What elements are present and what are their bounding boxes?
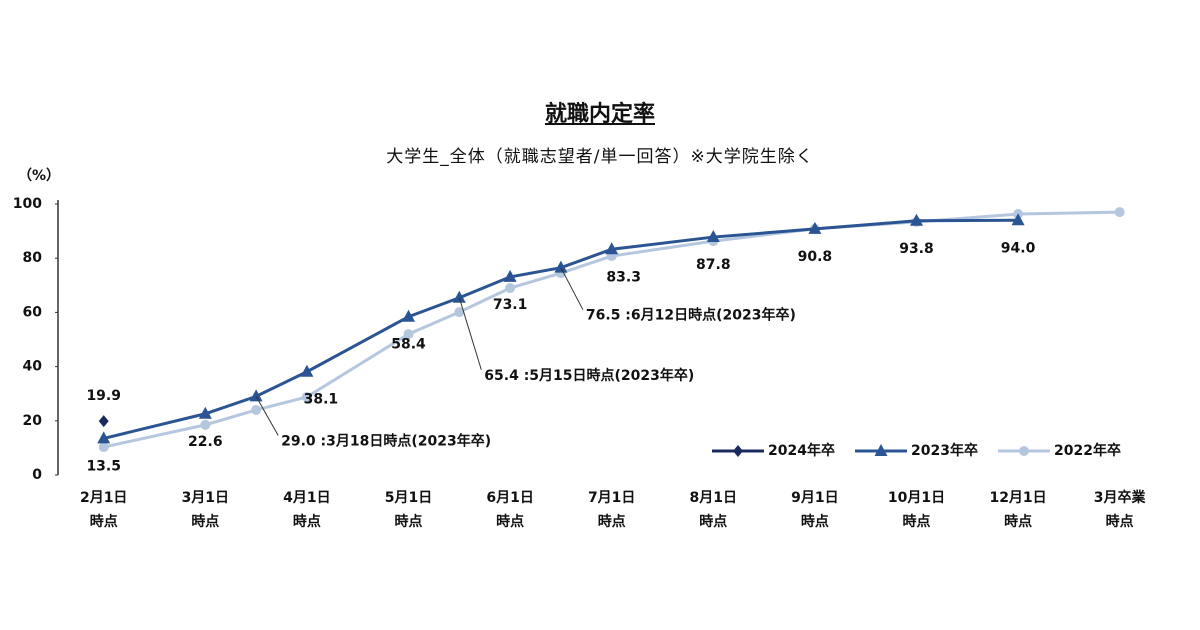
point xyxy=(554,260,568,273)
data-label: 38.1 xyxy=(304,392,339,408)
x-tick-label: 6月1日 時点 xyxy=(486,490,534,530)
annotation: 65.4 :5月15日時点(2023年卒) xyxy=(484,367,694,384)
data-label: 73.1 xyxy=(493,297,528,313)
x-tick-label: 9月1日 時点 xyxy=(791,490,839,530)
point xyxy=(403,329,414,340)
annotation: 29.0 :3月18日時点(2023年卒) xyxy=(281,432,491,449)
y-tick-label: 40 xyxy=(23,359,43,375)
data-label: 90.8 xyxy=(798,249,833,265)
annotation: 76.5 :6月12日時点(2023年卒) xyxy=(586,307,796,324)
point xyxy=(300,364,314,377)
chart-subtitle: 大学生_全体（就職志望者/単一回答）※大学院生除く xyxy=(386,147,814,167)
point xyxy=(1114,207,1125,218)
y-tick-label: 20 xyxy=(23,413,43,429)
point xyxy=(503,269,517,282)
legend-label: 2023年卒 xyxy=(911,442,978,459)
x-tick-label: 7月1日 時点 xyxy=(587,490,636,530)
y-axis-label: （%） xyxy=(18,168,60,184)
x-tick-label: 4月1日 時点 xyxy=(283,490,331,530)
point xyxy=(1019,446,1029,456)
data-label: 83.3 xyxy=(606,269,641,285)
x-tick-label: 10月1日 時点 xyxy=(887,490,946,530)
point xyxy=(909,213,923,226)
series-line xyxy=(103,218,1019,440)
point xyxy=(706,230,720,243)
data-label: 19.9 xyxy=(86,388,121,404)
x-tick-label: 3月卒業 時点 xyxy=(1093,490,1146,530)
y-tick-label: 80 xyxy=(23,250,43,266)
y-tick-label: 0 xyxy=(32,467,42,483)
y-tick-label: 100 xyxy=(13,196,42,212)
point xyxy=(452,290,466,303)
data-label: 58.4 xyxy=(391,337,426,353)
data-label: 13.5 xyxy=(86,458,121,474)
point xyxy=(249,389,263,402)
x-tick-label: 2月1日 時点 xyxy=(79,490,128,530)
point xyxy=(808,221,822,234)
point xyxy=(402,309,416,322)
point xyxy=(198,406,212,419)
point xyxy=(874,444,888,456)
legend-label: 2024年卒 xyxy=(768,442,835,459)
leader-line xyxy=(458,297,482,370)
point xyxy=(605,242,619,255)
point xyxy=(98,415,109,428)
point xyxy=(251,404,262,415)
data-label: 87.8 xyxy=(696,257,731,273)
point xyxy=(1011,213,1025,226)
point xyxy=(733,445,743,457)
x-tick-label: 8月1日 時点 xyxy=(689,490,738,530)
data-label: 93.8 xyxy=(899,241,934,257)
data-label: 22.6 xyxy=(188,434,223,450)
leader-line xyxy=(560,267,584,310)
y-tick-label: 60 xyxy=(23,304,43,320)
point xyxy=(454,307,465,318)
chart-title: 就職内定率 xyxy=(544,102,655,127)
point xyxy=(200,419,211,430)
point xyxy=(505,283,516,294)
point xyxy=(97,431,111,444)
data-label: 94.0 xyxy=(1001,240,1036,256)
x-tick-label: 12月1日 時点 xyxy=(989,490,1047,530)
leader-line xyxy=(255,396,279,436)
point xyxy=(301,391,312,402)
point xyxy=(98,442,109,453)
legend-label: 2022年卒 xyxy=(1054,442,1121,459)
x-tick-label: 5月1日 時点 xyxy=(384,490,433,530)
x-tick-label: 3月1日 時点 xyxy=(181,490,230,530)
